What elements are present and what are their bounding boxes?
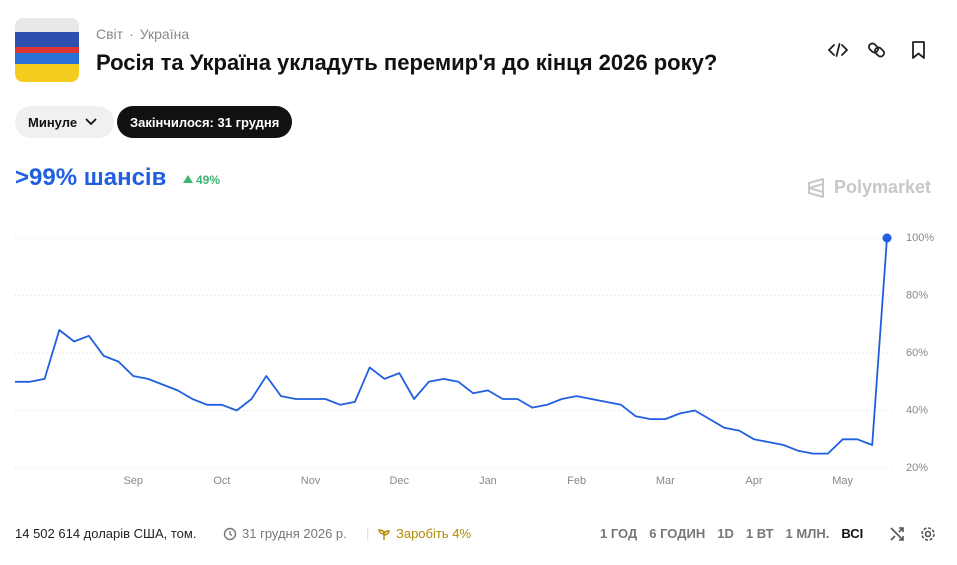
probability: >99% шансів [15, 164, 167, 191]
range-button[interactable]: 1D [717, 526, 734, 541]
x-tick-label: May [832, 475, 853, 487]
x-tick-label: Sep [123, 475, 143, 487]
range-selector: 1 ГОД 6 ГОДИН 1D 1 ВТ 1 МЛН. ВСІ [600, 526, 863, 541]
reward-icon [378, 529, 390, 540]
bookmark-icon[interactable] [912, 41, 925, 59]
price-line [15, 237, 888, 455]
end-date: 31 грудня 2026 р. [242, 526, 347, 541]
brand: Polymarket [806, 177, 931, 198]
market-image [15, 18, 79, 82]
end-point [882, 233, 892, 243]
probability-change: 49% [196, 173, 221, 187]
chart: 20% 40% 60% 80% 100% Sep Oct Nov Dec Jan Feb Mar Apr… [15, 232, 934, 487]
y-tick-label: 80% [906, 289, 928, 301]
x-tick-label: Dec [389, 475, 409, 487]
x-tick-label: Jan [479, 475, 497, 487]
clock-icon [223, 527, 237, 541]
up-icon [183, 175, 193, 183]
range-button[interactable]: ВСІ [841, 526, 864, 541]
range-button[interactable]: 6 ГОДИН [649, 526, 706, 541]
y-tick-label: 60% [906, 347, 928, 359]
breadcrumb: Світ · Україна [96, 26, 190, 42]
filter-dropdown[interactable]: Минуле [15, 106, 115, 138]
separator: | [366, 526, 370, 541]
link-icon[interactable] [867, 42, 885, 58]
range-button[interactable]: 1 ВТ [745, 526, 774, 541]
embed-icon[interactable] [827, 43, 849, 57]
range-button[interactable]: 1 ГОД [600, 526, 638, 541]
volume: 14 502 614 доларів США, том. [15, 526, 197, 541]
x-tick-label: Nov [301, 475, 321, 487]
chart-tools [890, 527, 935, 541]
header-actions [827, 41, 925, 59]
market-title: Росія та Україна укладуть перемир'я до к… [96, 50, 718, 75]
settings-icon[interactable] [921, 527, 935, 541]
breadcrumb-item[interactable]: Україна [139, 26, 190, 42]
range-button[interactable]: 1 МЛН. [785, 526, 830, 541]
status-pill[interactable]: Закінчилося: 31 грудня [117, 106, 293, 138]
x-tick-label: Mar [656, 475, 675, 487]
breadcrumb-item[interactable]: Світ [96, 26, 124, 42]
y-tick-label: 100% [906, 232, 934, 244]
y-tick-label: 20% [906, 462, 928, 474]
y-tick-label: 40% [906, 404, 928, 416]
reward[interactable]: Заробіть 4% [396, 526, 472, 541]
shuffle-icon[interactable] [890, 527, 904, 541]
x-tick-label: Apr [745, 475, 762, 487]
x-tick-label: Feb [567, 475, 586, 487]
x-tick-label: Oct [213, 475, 230, 487]
